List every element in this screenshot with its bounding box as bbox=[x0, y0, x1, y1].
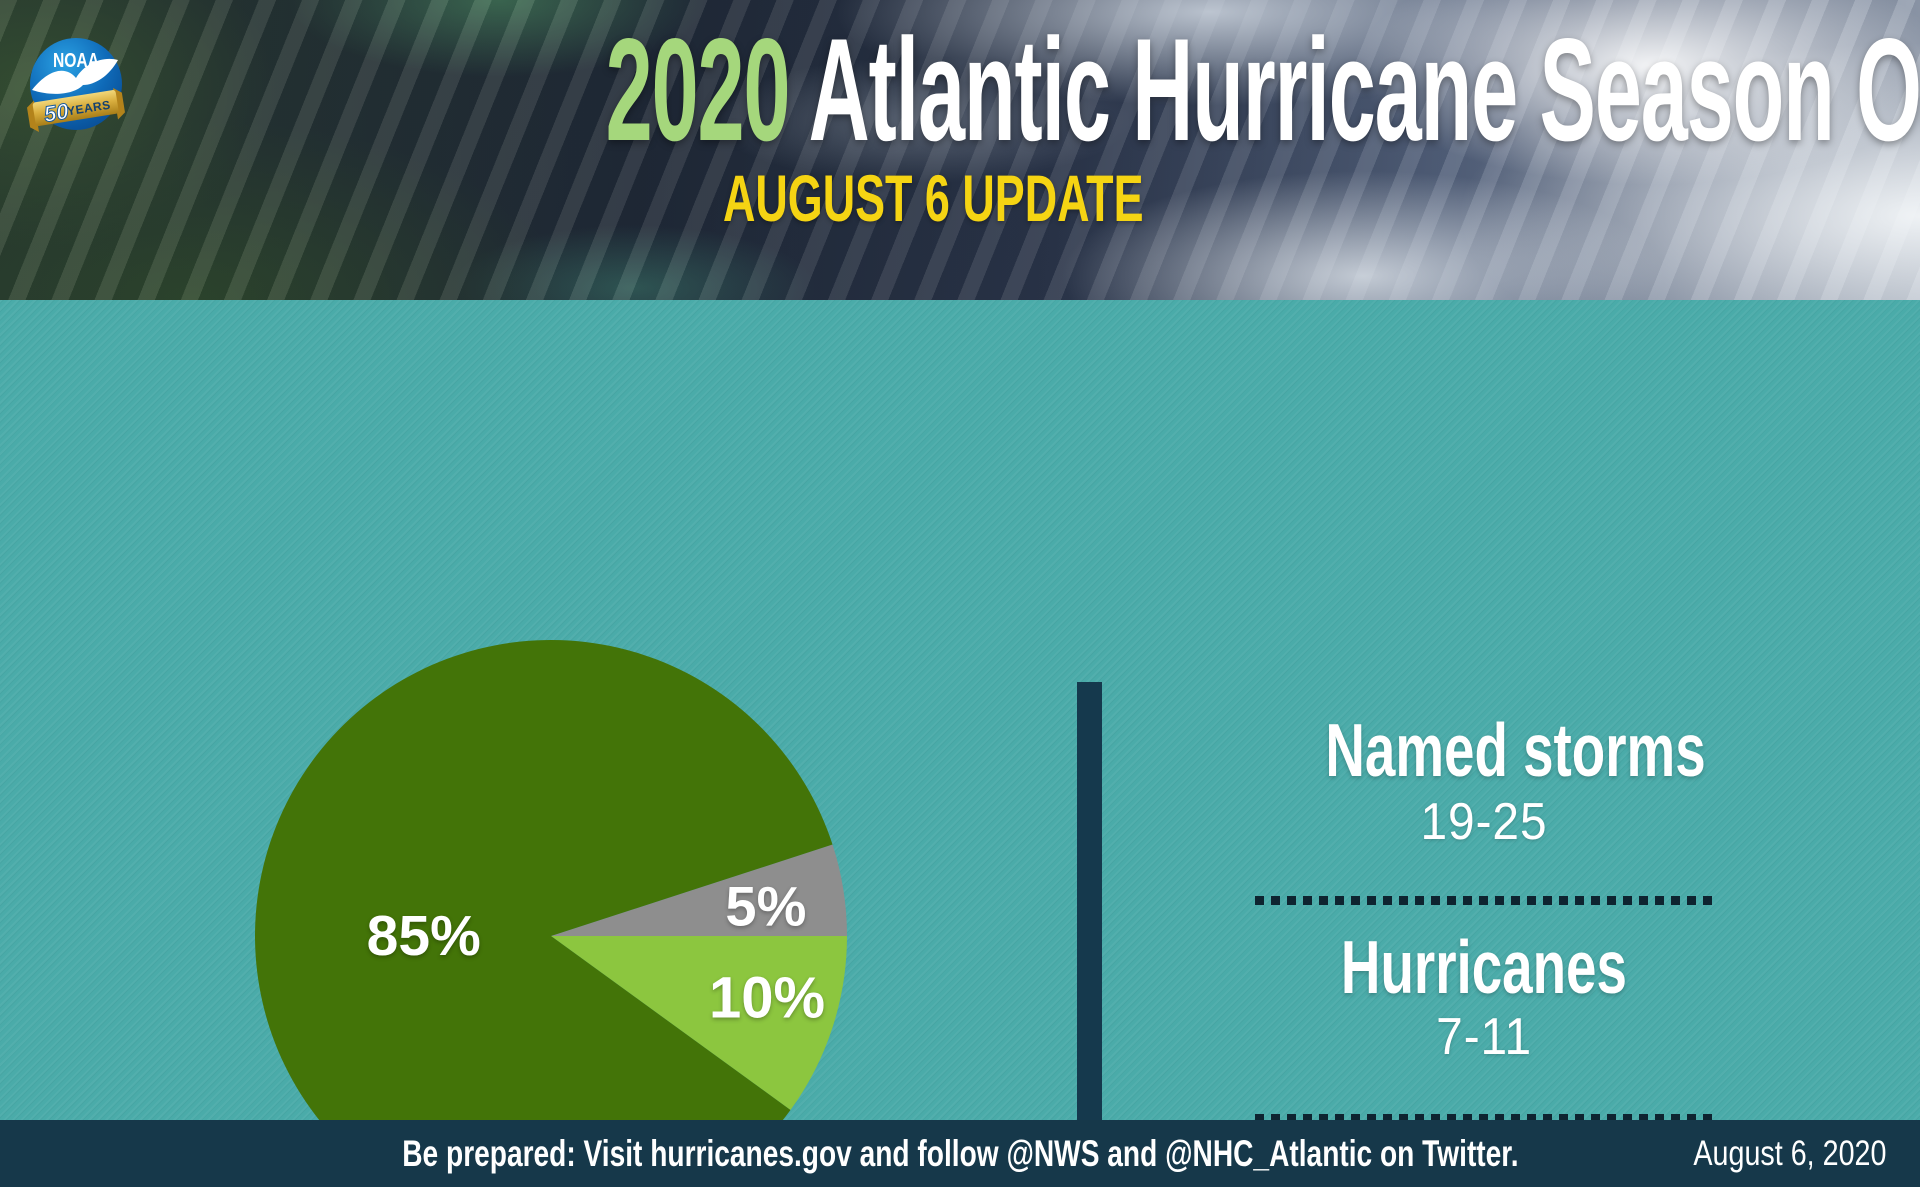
pie-svg bbox=[255, 640, 847, 1187]
noaa-seagull-icon bbox=[32, 58, 118, 94]
vertical-divider-bar bbox=[1077, 682, 1102, 1187]
dotted-separator bbox=[1255, 1114, 1713, 1123]
pie-label-below-normal: 5% bbox=[725, 874, 807, 938]
main-panel: 85% 5% 10% Above-normal Near-normal Belo… bbox=[0, 300, 1920, 1187]
footer-date: August 6, 2020 bbox=[1692, 1134, 1886, 1173]
pie-label-near-normal: 10% bbox=[709, 965, 826, 1031]
page-subtitle: AUGUST 6 UPDATE bbox=[722, 161, 1144, 235]
pie-label-above-normal: 85% bbox=[366, 904, 481, 968]
pie-slice-below-normal-season bbox=[551, 844, 847, 936]
noaa-logo: NOAA 50 YEARS bbox=[27, 38, 125, 133]
header-satellite-band: NOAA 50 YEARS 2020 Atlantic Hurricane Se… bbox=[0, 0, 1920, 300]
stat-value-named-storms: 19-25 bbox=[1420, 793, 1548, 851]
stat-value-hurricanes: 7-11 bbox=[1436, 1008, 1532, 1066]
footer-message: Be prepared: Visit hurricanes.gov and fo… bbox=[401, 1133, 1519, 1174]
page-title: 2020 Atlantic Hurricane Season Outlook bbox=[0, 14, 1920, 166]
pie-slice-above-normal bbox=[255, 640, 833, 1187]
stat-label-named-storms: Named storms bbox=[1325, 708, 1706, 792]
season-probability-pie-chart: 85% 5% 10% bbox=[255, 640, 847, 1187]
stat-label-hurricanes: Hurricanes bbox=[1340, 925, 1628, 1009]
noaa-50years-ribbon: 50 YEARS bbox=[27, 87, 125, 133]
title-year: 2020 bbox=[605, 8, 791, 171]
pie-slice-near-normal bbox=[551, 936, 847, 1110]
ribbon-years-text: YEARS bbox=[66, 98, 111, 119]
noaa-logo-text: NOAA bbox=[53, 50, 99, 72]
title-rest: Atlantic Hurricane Season Outlook bbox=[808, 8, 1920, 171]
ribbon-50-text: 50 bbox=[42, 98, 71, 127]
stats-panel: Named storms 19-25 Hurricanes 7-11 Major… bbox=[1255, 682, 1778, 1187]
footer-bar: Be prepared: Visit hurricanes.gov and fo… bbox=[0, 1120, 1920, 1187]
dotted-separator bbox=[1255, 896, 1713, 905]
